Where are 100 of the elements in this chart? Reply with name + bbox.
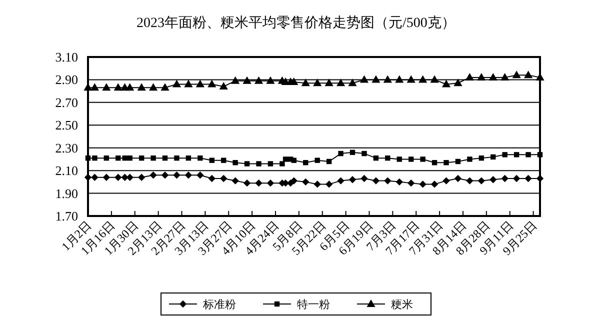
point (478, 177, 486, 184)
point (138, 174, 146, 181)
point (350, 150, 356, 155)
point (477, 72, 486, 80)
point (254, 76, 264, 84)
point (360, 75, 369, 83)
point (536, 174, 544, 182)
point (196, 80, 204, 88)
point (348, 78, 357, 86)
point (208, 80, 216, 88)
point (478, 155, 484, 161)
y-tick-label: 2.30 (55, 140, 78, 156)
point (126, 83, 134, 91)
point (172, 80, 182, 88)
point (302, 178, 310, 186)
point (396, 156, 402, 162)
point (255, 179, 262, 187)
point (524, 70, 533, 78)
point (85, 155, 91, 161)
point (326, 158, 332, 164)
point (442, 177, 450, 184)
point (430, 75, 439, 83)
y-tick-label: 2.10 (55, 163, 78, 178)
point (102, 83, 111, 91)
point (338, 150, 344, 156)
point (502, 152, 508, 158)
point (231, 76, 240, 84)
point (301, 78, 310, 86)
point (442, 80, 451, 88)
point (232, 160, 238, 166)
legend-label: 粳米 (391, 298, 413, 311)
point (102, 174, 110, 181)
point (444, 160, 449, 166)
point (280, 161, 285, 166)
point (524, 174, 532, 182)
point (395, 75, 404, 83)
y-tick-label: 1.90 (55, 186, 78, 201)
point (161, 172, 169, 179)
point (418, 75, 428, 83)
point (372, 177, 380, 184)
point (137, 83, 146, 91)
point (184, 80, 193, 88)
point (314, 158, 320, 163)
chart-title: 2023年面粉、粳米平均零售价格走势图（元/500克） (136, 15, 456, 31)
point (126, 174, 134, 181)
point (127, 155, 132, 161)
point (162, 155, 168, 161)
point (184, 172, 192, 179)
point (372, 75, 380, 83)
y-tick-label: 2.50 (55, 118, 78, 133)
point (256, 161, 262, 166)
point (242, 76, 252, 84)
point (325, 180, 333, 188)
y-tick-label: 2.90 (55, 72, 78, 88)
point (501, 174, 508, 182)
point (373, 155, 379, 161)
point (196, 172, 204, 179)
point (467, 156, 472, 162)
point (90, 83, 99, 91)
point (419, 180, 426, 188)
point (121, 174, 128, 181)
point (303, 160, 308, 166)
point (116, 155, 121, 161)
point (220, 174, 228, 182)
point (244, 161, 250, 166)
point (232, 177, 239, 184)
point (526, 152, 531, 158)
point (282, 156, 288, 162)
point (408, 156, 414, 162)
point (268, 161, 274, 166)
point (512, 174, 520, 182)
point (148, 83, 158, 91)
point (290, 177, 298, 184)
point (219, 82, 228, 90)
point (465, 72, 474, 80)
point (138, 155, 144, 161)
point (454, 78, 462, 86)
point (114, 83, 122, 91)
point (385, 155, 390, 161)
point (490, 154, 496, 160)
point (150, 172, 157, 179)
point (430, 180, 438, 188)
point (291, 158, 297, 163)
point (266, 179, 274, 187)
point (104, 155, 110, 161)
point (488, 72, 498, 80)
y-tick-label: 3.10 (55, 50, 78, 64)
point (114, 174, 122, 181)
point (243, 179, 251, 187)
point (514, 152, 520, 158)
point (490, 176, 497, 184)
point (91, 174, 98, 181)
point (383, 75, 392, 83)
point (337, 177, 344, 184)
point (348, 176, 356, 184)
point (336, 78, 346, 86)
point (122, 155, 128, 161)
point (92, 155, 98, 161)
point (500, 72, 510, 80)
point (420, 156, 426, 162)
